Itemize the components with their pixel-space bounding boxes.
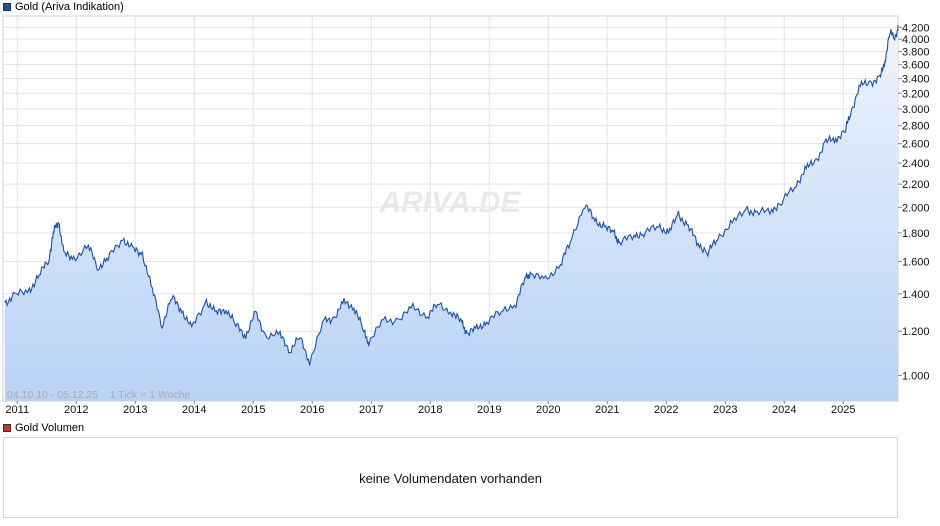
x-tick-label: 2015 [241, 404, 265, 416]
x-tick-label: 2022 [654, 404, 678, 416]
y-axis: 1.000 1.200 1.400 1.600 1.800 2.000 2.200 2.400… [898, 22, 930, 382]
x-axis: 2011 2012 2013 2014 2015 2016 2017 2018 2019 2020… [5, 401, 856, 416]
x-tick-label: 2021 [595, 404, 619, 416]
y-tick-label: 1.000 [902, 370, 930, 382]
volume-panel: keine Volumendaten vorhanden [3, 437, 898, 518]
x-tick-label: 2025 [831, 404, 855, 416]
volume-legend: Gold Volumen [3, 422, 84, 434]
x-tick-label: 2023 [713, 404, 737, 416]
y-tick-label: 3.000 [902, 104, 930, 116]
y-tick-label: 4.200 [902, 22, 930, 34]
x-tick-label: 2013 [123, 404, 147, 416]
price-legend: Gold (Ariva Indikation) [3, 1, 124, 13]
x-tick-label: 2014 [182, 404, 206, 416]
x-tick-label: 2016 [300, 404, 324, 416]
x-tick-label: 2018 [418, 404, 442, 416]
y-tick-label: 3.200 [902, 88, 930, 100]
x-tick-label: 2019 [477, 404, 501, 416]
y-tick-label: 1.200 [902, 326, 930, 338]
price-legend-label: Gold (Ariva Indikation) [15, 1, 124, 13]
y-tick-label: 4.000 [902, 34, 930, 46]
y-tick-label: 1.600 [902, 256, 930, 268]
range-note: 04.10.10 - 05.12.25 1 Tick = 1 Woche [7, 389, 191, 401]
price-legend-swatch [3, 3, 11, 11]
price-line [4, 24, 899, 366]
y-tick-label: 2.800 [902, 121, 930, 133]
y-tick-label: 3.800 [902, 47, 930, 59]
x-tick-label: 2024 [772, 404, 796, 416]
x-tick-label: 2020 [536, 404, 560, 416]
x-tick-label: 2012 [64, 404, 88, 416]
y-tick-label: 2.000 [902, 202, 930, 214]
y-tick-label: 2.200 [902, 179, 930, 191]
volume-empty-message: keine Volumendaten vorhanden [359, 471, 542, 486]
watermark-logo: ARIVA.DE [378, 186, 521, 219]
y-tick-label: 1.400 [902, 289, 930, 301]
y-tick-label: 3.600 [902, 60, 930, 72]
volume-legend-swatch [3, 424, 11, 432]
y-tick-label: 2.600 [902, 139, 930, 151]
y-tick-label: 1.800 [902, 228, 930, 240]
y-tick-label: 2.400 [902, 158, 930, 170]
x-tick-label: 2017 [359, 404, 383, 416]
y-tick-label: 3.400 [902, 74, 930, 86]
price-chart: ARIVA.DE 1.000 1.200 1.400 1.600 1.800 2.000 2… [2, 15, 930, 416]
x-tick-label: 2011 [5, 404, 29, 416]
volume-legend-label: Gold Volumen [15, 422, 85, 434]
price-area [4, 24, 899, 402]
